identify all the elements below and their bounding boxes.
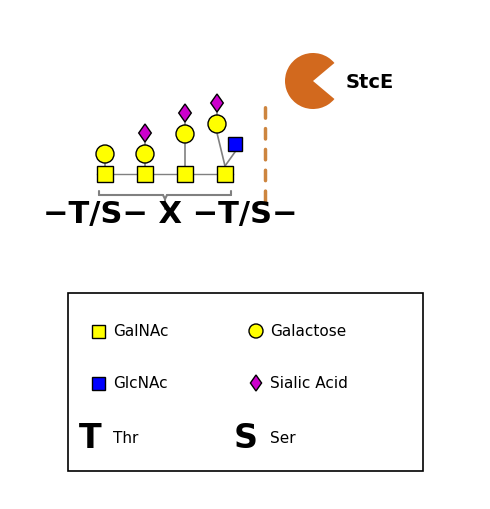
- Bar: [92, 325, 104, 338]
- Text: S: S: [234, 421, 258, 455]
- Bar: [137, 166, 153, 183]
- Bar: [177, 166, 193, 183]
- Text: Sialic Acid: Sialic Acid: [270, 376, 348, 391]
- Wedge shape: [285, 54, 335, 110]
- Bar: [217, 166, 233, 183]
- Bar: [92, 377, 104, 390]
- Polygon shape: [179, 105, 191, 123]
- Text: GlcNAc: GlcNAc: [113, 376, 168, 391]
- Bar: [97, 166, 113, 183]
- Text: GalNAc: GalNAc: [113, 324, 169, 339]
- Text: Ser: Ser: [270, 431, 295, 445]
- Text: −T/S− X −T/S−: −T/S− X −T/S−: [43, 200, 297, 229]
- Circle shape: [249, 324, 263, 338]
- Circle shape: [96, 146, 114, 164]
- Circle shape: [136, 146, 154, 164]
- Polygon shape: [250, 375, 262, 391]
- Bar: [228, 138, 242, 152]
- FancyBboxPatch shape: [68, 293, 423, 471]
- Text: Galactose: Galactose: [270, 324, 346, 339]
- Text: Thr: Thr: [113, 431, 138, 445]
- Text: StcE: StcE: [346, 72, 394, 91]
- Polygon shape: [211, 95, 223, 113]
- Circle shape: [208, 116, 226, 134]
- Polygon shape: [139, 125, 151, 143]
- Circle shape: [176, 126, 194, 144]
- Text: T: T: [79, 421, 101, 455]
